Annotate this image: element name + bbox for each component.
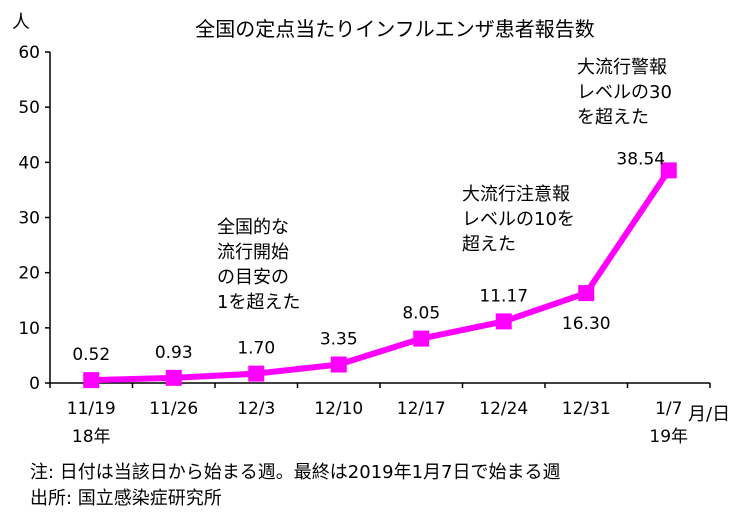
y-tick-label: 20	[18, 264, 40, 284]
y-axis-unit-label: 人	[12, 12, 30, 33]
x-tick-label: 12/3	[237, 399, 275, 419]
data-label: 3.35	[320, 330, 358, 350]
annotation-line: 超えた	[462, 234, 516, 255]
y-tick-label: 40	[18, 153, 40, 173]
x-tick-label: 1/7	[655, 399, 682, 419]
x-axis-unit-label: 月/日	[688, 404, 730, 425]
annotation-line: 全国的な	[217, 217, 289, 238]
data-label: 11.17	[479, 286, 528, 306]
annotation-line: を超えた	[577, 107, 649, 128]
x-tick-label: 12/24	[479, 399, 528, 419]
data-label: 8.05	[402, 304, 440, 324]
data-point-marker	[578, 285, 595, 302]
data-label: 0.52	[72, 345, 110, 365]
annotation-line: の目安の	[217, 267, 289, 288]
data-point-marker	[330, 356, 347, 373]
data-point-marker	[165, 369, 182, 386]
chart: 全国の定点当たりインフルエンザ患者報告数 人 月/日 0 10 20 30 40 50 60…	[12, 12, 730, 447]
annotation-line: 大流行注意報	[462, 184, 570, 205]
annotation-line: 流行開始	[217, 242, 289, 263]
x-tick-label: 12/31	[562, 399, 611, 419]
annotation-line: 1を超えた	[217, 292, 300, 313]
annotation-line: 大流行警報	[577, 57, 667, 78]
y-tick-label: 50	[18, 98, 40, 118]
footnote-source: 出所: 国立感染症研究所	[30, 488, 222, 509]
y-tick-label: 60	[18, 43, 40, 63]
y-tick-label: 0	[29, 374, 40, 394]
data-label: 0.93	[155, 343, 193, 363]
x-year-label: 19年	[649, 427, 688, 447]
x-year-label: 18年	[72, 427, 111, 447]
x-tick-label: 11/19	[67, 399, 116, 419]
annotation-line: レベルの30	[577, 82, 672, 103]
data-label: 16.30	[562, 314, 611, 334]
series-line	[91, 168, 672, 384]
annotation-line: レベルの10を	[462, 209, 575, 230]
data-point-marker	[495, 313, 512, 330]
chart-title: 全国の定点当たりインフルエンザ患者報告数	[195, 17, 594, 41]
data-point-marker	[660, 162, 677, 179]
data-label: 38.54	[616, 149, 665, 169]
x-tick-label: 11/26	[149, 399, 198, 419]
x-tick-label: 12/17	[397, 399, 446, 419]
x-tick-label: 12/10	[314, 399, 363, 419]
data-label: 1.70	[237, 339, 275, 359]
data-point-marker	[83, 372, 100, 389]
data-point-marker	[413, 330, 430, 347]
y-tick-label: 10	[18, 319, 40, 339]
footnotes: 注: 日付は当該日から始まる週。最終は2019年1月7日で始まる週 出所: 国立…	[30, 460, 561, 512]
footnote-note: 注: 日付は当該日から始まる週。最終は2019年1月7日で始まる週	[30, 462, 561, 483]
y-tick-label: 30	[18, 209, 40, 229]
data-point-marker	[248, 365, 265, 382]
